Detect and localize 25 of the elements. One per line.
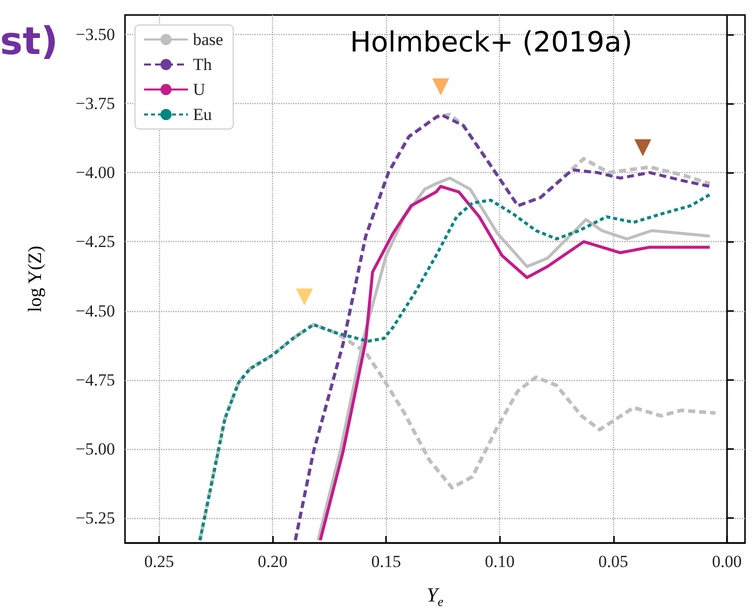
y-tick-label: −4.25	[76, 232, 115, 252]
x-tick-label: 0.25	[144, 552, 174, 571]
legend-label: base	[193, 30, 224, 49]
x-tick-label: 0.00	[712, 552, 742, 571]
line-series	[198, 193, 712, 542]
y-tick-label: −5.25	[76, 508, 115, 528]
y-tick-label: −4.00	[76, 163, 115, 182]
point	[296, 288, 313, 306]
y-axis-title: log Y(Z)	[25, 246, 46, 312]
y-tick-label: −3.75	[76, 94, 115, 113]
x-tick-label: 0.10	[484, 552, 515, 571]
y-tick-label: −5.00	[76, 440, 115, 459]
point	[432, 78, 450, 96]
text: st)	[0, 19, 58, 63]
y-tick-label: −3.50	[76, 24, 115, 44]
point	[634, 139, 652, 156]
annotation: Holmbeck+ (2019a)	[350, 26, 632, 58]
x-tick-label: 0.20	[258, 552, 288, 571]
y-tick-label: −4.50	[76, 301, 115, 320]
y-tick-label: −4.75	[76, 370, 115, 390]
legend-label: U	[193, 80, 206, 99]
x-tick-label: 0.15	[371, 552, 402, 571]
legend-label: Th	[193, 55, 212, 74]
legend-label: Eu	[193, 105, 212, 124]
x-tick-label: 0.05	[598, 552, 628, 571]
